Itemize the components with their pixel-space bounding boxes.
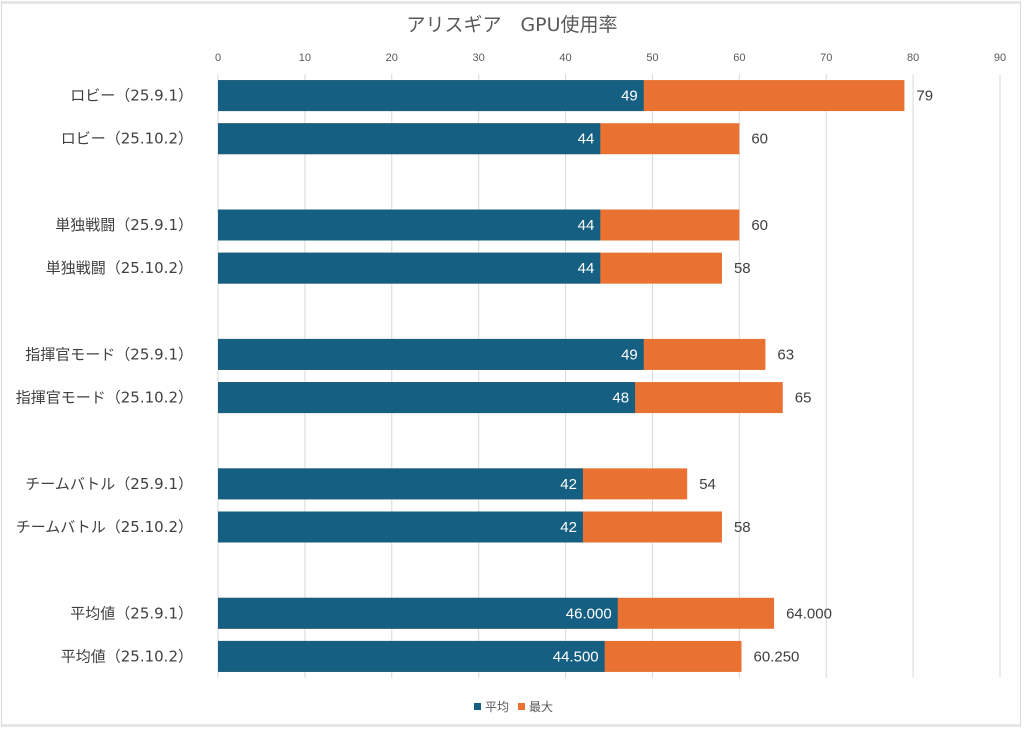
legend-label: 平均 [485, 700, 509, 714]
category-label: 指揮官モード（25.9.1） [25, 345, 193, 363]
x-tick-label: 30 [473, 52, 485, 64]
x-tick-label: 80 [907, 52, 919, 64]
data-label-max: 60 [751, 131, 768, 148]
gridlines [217, 74, 1001, 678]
category-label: ロビー（25.9.1） [70, 87, 193, 105]
data-labels: 79 49 60 44 60 44 58 44 63 49 65 48 54 42 58 42 64.000 46… [553, 88, 933, 666]
x-tick-label: 70 [820, 52, 832, 64]
legend-swatch [518, 703, 525, 710]
data-label-average: 44 [578, 217, 595, 234]
category-label: 単独戦闘（25.9.1） [55, 216, 193, 234]
data-label-max: 64.000 [786, 605, 832, 622]
x-tick-label: 0 [215, 52, 221, 64]
x-tick-label: 90 [994, 52, 1006, 64]
data-label-max: 58 [734, 519, 751, 536]
data-label-average: 44 [578, 131, 595, 148]
legend: 平均 最大 [474, 700, 553, 714]
bar-average [218, 123, 601, 155]
data-label-max: 63 [777, 346, 794, 363]
data-label-max: 54 [699, 476, 716, 493]
x-tick-label: 40 [559, 52, 571, 64]
data-label-average: 44 [578, 260, 595, 277]
data-label-max: 60.250 [754, 648, 800, 665]
data-label-max: 60 [751, 217, 768, 234]
category-label: ロビー（25.10.2） [61, 130, 193, 148]
category-label: チームバトル（25.10.2） [16, 518, 193, 536]
data-label-average: 42 [560, 476, 577, 493]
category-label: 平均値（25.9.1） [70, 604, 193, 622]
data-label-average: 48 [612, 390, 629, 407]
x-tick-label: 50 [646, 52, 658, 64]
bar-average [218, 597, 618, 629]
data-label-max: 58 [734, 260, 751, 277]
x-tick-label: 20 [386, 52, 398, 64]
data-label-average: 46.000 [566, 605, 612, 622]
bar-average [218, 468, 583, 500]
category-label: チームバトル（25.9.1） [25, 475, 193, 493]
bar-average [218, 511, 583, 543]
category-label: 平均値（25.10.2） [61, 647, 193, 665]
data-label-average: 49 [621, 88, 638, 105]
data-label-max: 79 [916, 88, 933, 105]
bar-average [218, 382, 636, 414]
bar-average [218, 80, 644, 112]
legend-label: 最大 [529, 700, 553, 714]
x-tick-label: 60 [733, 52, 745, 64]
legend-swatch [474, 703, 481, 710]
data-label-average: 49 [621, 346, 638, 363]
bar-average [218, 338, 644, 370]
category-label: 単独戦闘（25.10.2） [46, 259, 193, 277]
category-label: 指揮官モード（25.10.2） [16, 389, 193, 407]
bars [218, 80, 905, 672]
data-label-max: 65 [795, 390, 812, 407]
bar-average [218, 640, 605, 672]
data-label-average: 42 [560, 519, 577, 536]
bar-average [218, 209, 601, 241]
x-tick-label: 10 [299, 52, 311, 64]
data-label-average: 44.500 [553, 648, 599, 665]
category-labels: ロビー（25.9.1） ロビー（25.10.2） 単独戦闘（25.9.1） 単独戦闘（… [16, 87, 193, 666]
x-axis-ticks: 0 10 20 30 40 50 60 70 80 90 [215, 52, 1006, 64]
chart-title: アリスギア GPU使用率 [406, 14, 617, 36]
bar-average [218, 252, 601, 284]
